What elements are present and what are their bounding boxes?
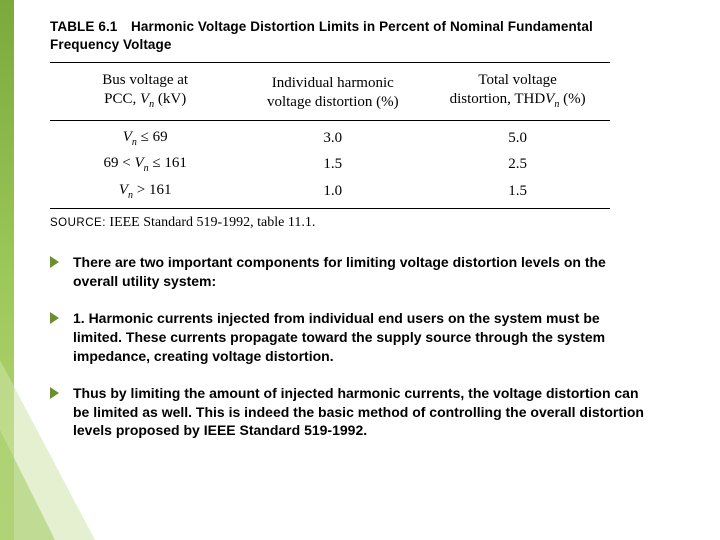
cell-ind-1: 3.0 (240, 125, 425, 152)
table-row: 69 < Vn ≤ 161 1.5 2.5 (50, 151, 610, 178)
cell-thd-3: 1.5 (425, 178, 610, 205)
bullet-text-3: Thus by limiting the amount of injected … (73, 384, 650, 441)
col2-line1: Individual harmonic (272, 75, 394, 91)
list-item: There are two important components for l… (50, 253, 650, 291)
rule-mid (50, 120, 610, 121)
bullet-text-1: There are two important components for l… (73, 253, 650, 291)
cell-thd-1: 5.0 (425, 125, 610, 152)
col1-line2-post: (kV) (154, 91, 186, 107)
cell-ind-3: 1.0 (240, 178, 425, 205)
distortion-table: Bus voltage at PCC, Vn (kV) Individual h… (50, 67, 610, 115)
rule-top (50, 62, 610, 63)
table-row: Vn ≤ 69 3.0 5.0 (50, 125, 610, 152)
source-label: SOURCE: (50, 217, 106, 229)
list-item: Thus by limiting the amount of injected … (50, 384, 650, 441)
col1-line2-pre: PCC, (104, 91, 140, 107)
table-block: TABLE 6.1 Harmonic Voltage Distortion Li… (50, 18, 610, 231)
bullet-icon (50, 312, 59, 324)
cell-ind-2: 1.5 (240, 151, 425, 178)
table-title: TABLE 6.1 Harmonic Voltage Distortion Li… (50, 18, 610, 54)
slide-content: TABLE 6.1 Harmonic Voltage Distortion Li… (50, 18, 670, 458)
col1-var: V (140, 91, 149, 107)
table-source: SOURCE: IEEE Standard 519-1992, table 11… (50, 215, 610, 231)
col3-line2-pre: distortion, THD (450, 91, 546, 107)
col2-line2: voltage distortion (%) (267, 94, 399, 110)
col3-line1: Total voltage (478, 72, 557, 88)
rule-bottom (50, 208, 610, 209)
list-item: 1. Harmonic currents injected from indiv… (50, 309, 650, 366)
bullet-icon (50, 256, 59, 268)
col3-var: V (545, 91, 554, 107)
source-text: IEEE Standard 519-1992, table 11.1. (106, 215, 315, 230)
cell-thd-2: 2.5 (425, 151, 610, 178)
accent-triangle-dark (0, 430, 55, 540)
distortion-table-body: Vn ≤ 69 3.0 5.0 69 < Vn ≤ 161 1.5 2.5 Vn… (50, 125, 610, 205)
col3-line2-post: (%) (559, 91, 585, 107)
bullet-text-2: 1. Harmonic currents injected from indiv… (73, 309, 650, 366)
bullet-icon (50, 387, 59, 399)
col1-line1: Bus voltage at (102, 72, 188, 88)
table-row: Vn > 161 1.0 1.5 (50, 178, 610, 205)
bullet-list: There are two important components for l… (50, 253, 650, 440)
table-header-row: Bus voltage at PCC, Vn (kV) Individual h… (50, 67, 610, 115)
